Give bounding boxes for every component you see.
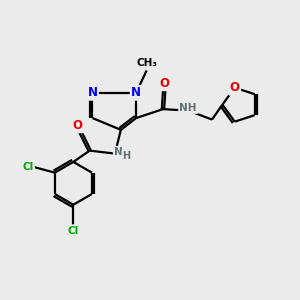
Text: O: O bbox=[73, 119, 83, 132]
Text: Cl: Cl bbox=[22, 162, 34, 172]
Text: CH₃: CH₃ bbox=[136, 58, 157, 68]
Text: O: O bbox=[159, 77, 170, 90]
Text: H: H bbox=[122, 151, 130, 161]
Text: NH: NH bbox=[179, 103, 197, 112]
Text: N: N bbox=[131, 86, 141, 99]
Text: N: N bbox=[88, 86, 98, 99]
Text: N: N bbox=[114, 147, 123, 157]
Text: Cl: Cl bbox=[68, 226, 79, 236]
Text: O: O bbox=[230, 81, 240, 94]
